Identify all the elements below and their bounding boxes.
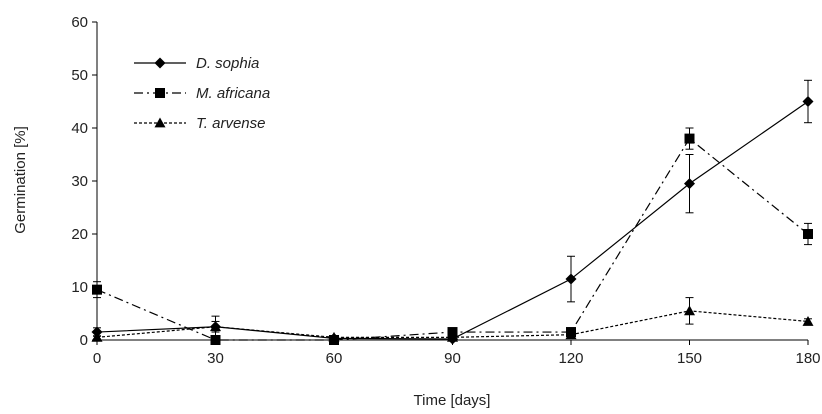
y-tick-label: 0 (80, 332, 88, 349)
chart-ticks: 0 10 20 30 40 50 60 0 30 60 90 120 150 180 (71, 14, 820, 367)
data-point (447, 331, 458, 342)
legend-entry: T. arvense (134, 115, 266, 132)
y-axis-label: Germination [%] (12, 126, 29, 234)
y-tick-label: 30 (71, 173, 88, 190)
legend-marker (154, 117, 166, 128)
data-point (684, 305, 695, 316)
legend-entry: M. africana (134, 85, 270, 102)
data-point (802, 315, 814, 326)
x-tick-label: 60 (326, 350, 343, 367)
x-axis-label: Time [days] (414, 392, 491, 409)
legend-label: D. sophia (196, 55, 259, 72)
series-line (96, 137, 809, 341)
data-point (91, 331, 103, 342)
x-tick-label: 0 (93, 350, 101, 367)
legend-marker (155, 88, 165, 98)
y-tick-label: 20 (71, 226, 88, 243)
x-tick-label: 30 (207, 350, 224, 367)
y-tick-label: 10 (71, 279, 88, 296)
data-point (684, 133, 695, 144)
data-point (92, 284, 102, 295)
legend-entry: D. sophia (134, 55, 259, 72)
data-point (684, 178, 695, 190)
series-line (96, 101, 809, 340)
x-tick-label: 120 (558, 350, 583, 367)
chart-series-layer (91, 79, 814, 345)
chart-legend: D. sophia M. africana T. arvense (134, 55, 270, 132)
legend-marker (154, 57, 166, 69)
data-point (210, 321, 221, 332)
series-triangle (91, 297, 814, 342)
data-point (802, 96, 814, 107)
data-point (803, 229, 813, 239)
data-point (328, 331, 340, 342)
data-point (565, 329, 577, 340)
y-tick-label: 40 (71, 120, 88, 137)
x-tick-label: 180 (795, 350, 820, 367)
x-tick-label: 150 (677, 350, 702, 367)
data-point (565, 273, 577, 285)
legend-label: M. africana (196, 85, 270, 102)
y-tick-label: 50 (71, 67, 88, 84)
data-point (210, 335, 221, 345)
y-tick-label: 60 (71, 14, 88, 31)
x-tick-label: 90 (444, 350, 461, 367)
legend-label: T. arvense (196, 115, 266, 132)
